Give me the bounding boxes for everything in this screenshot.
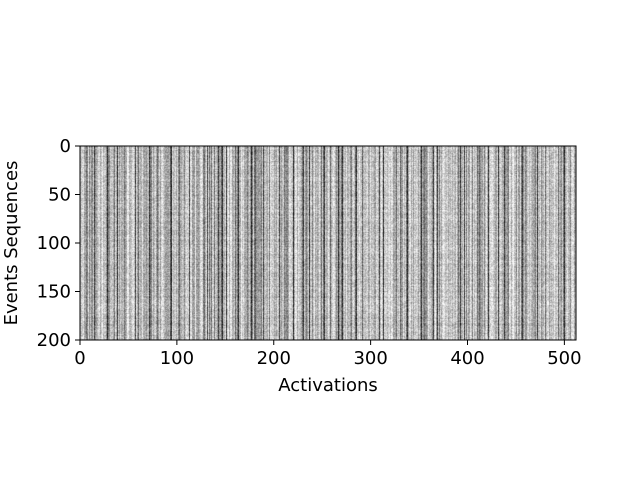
y-axis-label: Events Sequences xyxy=(1,161,22,326)
y-tick-label: 200 xyxy=(37,330,71,351)
y-tick-label: 150 xyxy=(37,282,71,303)
heatmap-image xyxy=(80,146,576,340)
y-tick-label: 50 xyxy=(48,185,71,206)
x-axis-label: Activations xyxy=(278,375,378,396)
x-tick-label: 300 xyxy=(353,348,387,369)
x-tick-label: 100 xyxy=(160,348,194,369)
x-tick-label: 0 xyxy=(74,348,85,369)
heatmap-cells xyxy=(80,146,576,340)
x-axis: 0 100 200 300 400 500 xyxy=(74,340,582,369)
x-tick-label: 400 xyxy=(450,348,484,369)
y-axis: 0 50 100 150 200 xyxy=(37,136,80,351)
x-tick-label: 200 xyxy=(257,348,291,369)
y-tick-label: 0 xyxy=(60,136,71,157)
x-tick-label: 500 xyxy=(547,348,581,369)
y-tick-label: 100 xyxy=(37,233,71,254)
